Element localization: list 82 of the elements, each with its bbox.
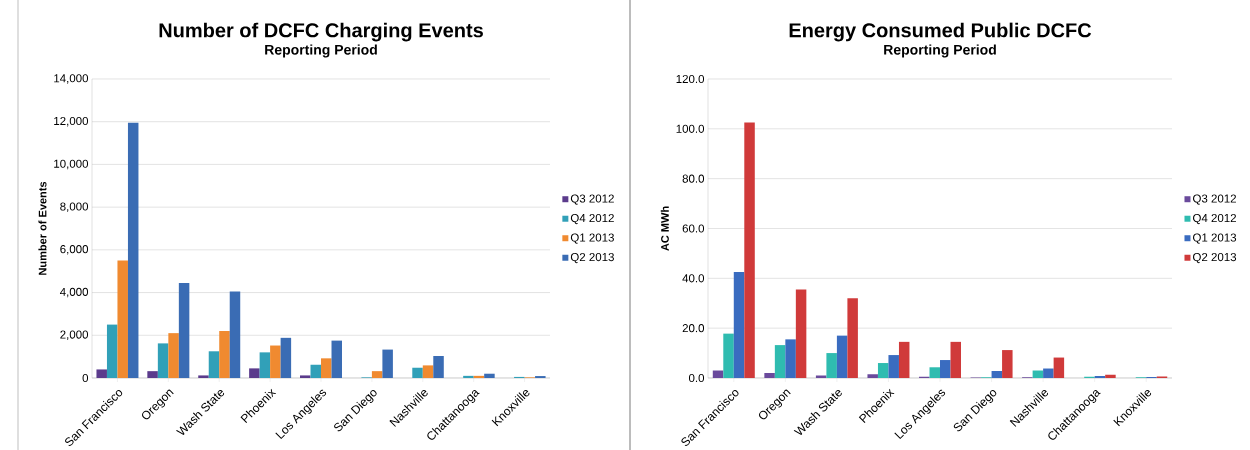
bar — [310, 364, 322, 378]
bar — [733, 272, 745, 378]
y-tick-label: 2,000 — [60, 330, 89, 341]
chart-title: Energy Consumed Public DCFC — [789, 22, 1092, 42]
y-tick-label: 14,000 — [54, 74, 89, 84]
bar — [198, 375, 209, 378]
y-tick-label: 8,000 — [60, 202, 89, 212]
y-tick-label: 80.0 — [682, 174, 705, 183]
legend-label: Q2 2013 — [1193, 252, 1237, 264]
bar — [723, 333, 734, 378]
bar — [867, 374, 878, 378]
legend-label: Q2 2013 — [570, 252, 614, 264]
bar — [764, 373, 775, 378]
y-tick-label: 40.0 — [682, 274, 705, 283]
bar — [940, 360, 951, 378]
y-tick-label: 4,000 — [59, 287, 89, 298]
bar — [774, 345, 786, 378]
y-tick-label: 0 — [82, 373, 89, 383]
bar — [1032, 370, 1044, 378]
bar — [208, 351, 220, 378]
y-axis-title: Number of Events — [38, 181, 47, 275]
bar — [106, 324, 118, 378]
bar — [950, 341, 962, 378]
legend-label: Q4 2012 — [570, 213, 614, 225]
legend-label: Q3 2012 — [1193, 194, 1236, 205]
bar — [898, 341, 910, 378]
bar — [259, 352, 271, 378]
legend-label: Q4 2012 — [1193, 213, 1236, 225]
bar — [1043, 368, 1054, 378]
bar — [847, 298, 858, 378]
bar — [157, 343, 169, 378]
bar — [815, 375, 827, 378]
bar — [270, 345, 281, 378]
bar — [795, 289, 807, 378]
bar — [249, 368, 260, 378]
legend-label: Q1 2013 — [570, 233, 614, 244]
y-tick-label: 20.0 — [682, 324, 705, 333]
bar — [331, 340, 343, 378]
y-tick-label: 60.0 — [682, 224, 705, 233]
chart-subtitle: Reporting Period — [265, 44, 377, 58]
bar — [712, 370, 724, 378]
bar — [836, 335, 848, 378]
bar — [229, 291, 241, 378]
bar — [463, 375, 474, 378]
bar — [929, 367, 941, 378]
bar — [484, 373, 495, 378]
bar — [888, 355, 899, 378]
bar — [422, 365, 434, 378]
bar — [877, 363, 889, 378]
y-tick-label: 12,000 — [54, 116, 89, 127]
bar — [826, 353, 837, 378]
bar — [321, 358, 332, 378]
y-tick-label: 6,000 — [60, 245, 89, 255]
bar — [991, 371, 1003, 378]
bar — [178, 282, 190, 378]
bar — [280, 337, 292, 378]
bar — [473, 375, 485, 378]
bar — [168, 333, 179, 378]
chart-title: Number of DCFC Charging Events — [159, 22, 483, 42]
bar — [744, 122, 755, 378]
bar — [785, 339, 796, 378]
legend-label: Q3 2012 — [570, 194, 614, 205]
y-tick-label: 120.0 — [676, 74, 705, 84]
y-tick-label: 0.0 — [688, 373, 705, 383]
bar — [371, 371, 383, 378]
bar — [219, 331, 230, 378]
bar — [412, 367, 423, 378]
bar — [382, 349, 393, 378]
y-tick-label: 10,000 — [54, 159, 89, 170]
bar — [1105, 374, 1116, 378]
bar — [300, 375, 311, 378]
y-tick-label: 100.0 — [676, 124, 705, 133]
bar — [96, 369, 107, 378]
legend-label: Q1 2013 — [1193, 233, 1237, 244]
bar — [147, 371, 158, 378]
chart-subtitle: Reporting Period — [884, 44, 996, 58]
bar — [117, 260, 128, 378]
bar — [1002, 350, 1013, 378]
bar — [433, 355, 444, 378]
y-axis-title: AC MWh — [660, 206, 669, 251]
bar — [127, 122, 139, 378]
bar — [1053, 357, 1065, 378]
